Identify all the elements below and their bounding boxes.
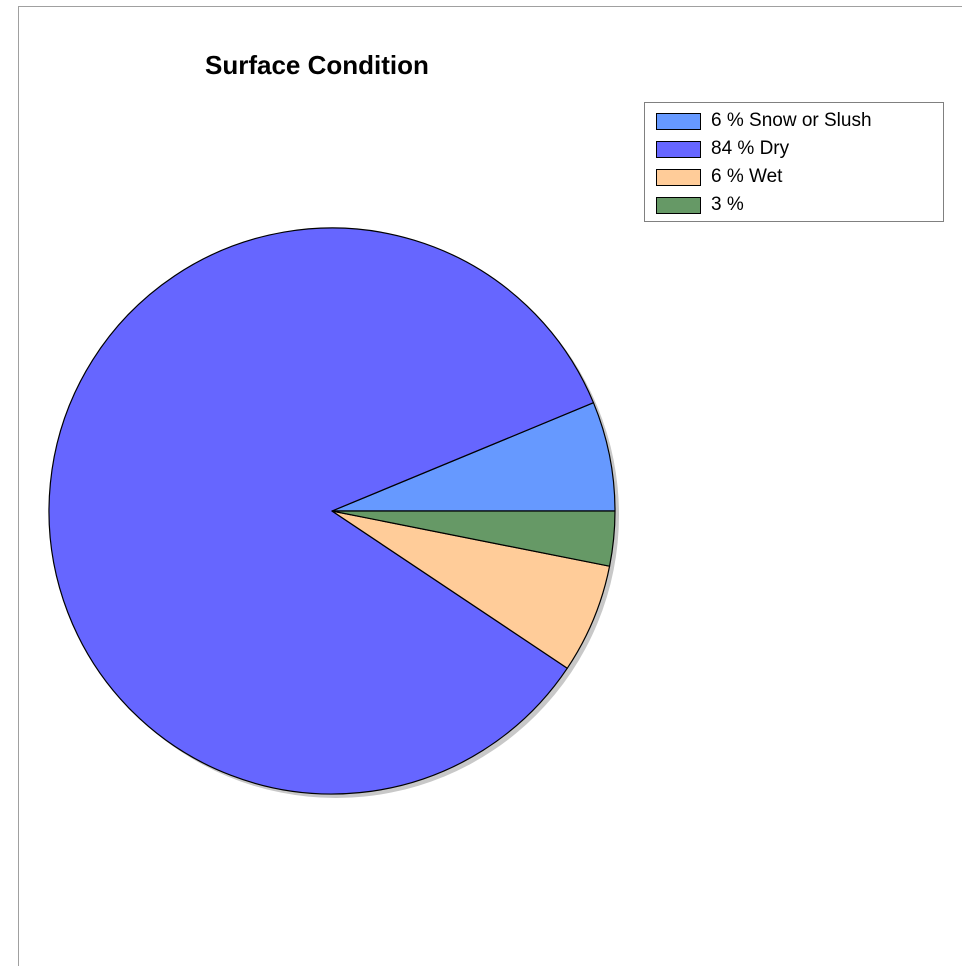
legend-label-wet: 6 % Wet — [711, 166, 783, 187]
legend: 6 % Snow or Slush 84 % Dry 6 % Wet 3 % — [644, 102, 944, 222]
legend-swatch-wet — [656, 168, 701, 186]
legend-item-wet: 6 % Wet — [656, 166, 782, 188]
legend-item-other: 3 % — [656, 194, 744, 216]
legend-item-dry: 84 % Dry — [656, 138, 789, 160]
legend-swatch-other — [656, 196, 701, 214]
chart-title: Surface Condition — [205, 50, 429, 80]
legend-label-other: 3 % — [711, 194, 744, 215]
legend-label-dry: 84 % Dry — [711, 138, 790, 159]
legend-item-snow-or-slush: 6 % Snow or Slush — [656, 110, 872, 132]
legend-swatch-snow-or-slush — [656, 112, 701, 130]
pie-slice-84-dry — [48, 227, 595, 795]
legend-label-snow-or-slush: 6 % Snow or Slush — [711, 110, 872, 131]
legend-swatch-dry — [656, 140, 701, 158]
pie-slices — [48, 227, 616, 795]
pie-slice-3 — [331, 510, 616, 567]
